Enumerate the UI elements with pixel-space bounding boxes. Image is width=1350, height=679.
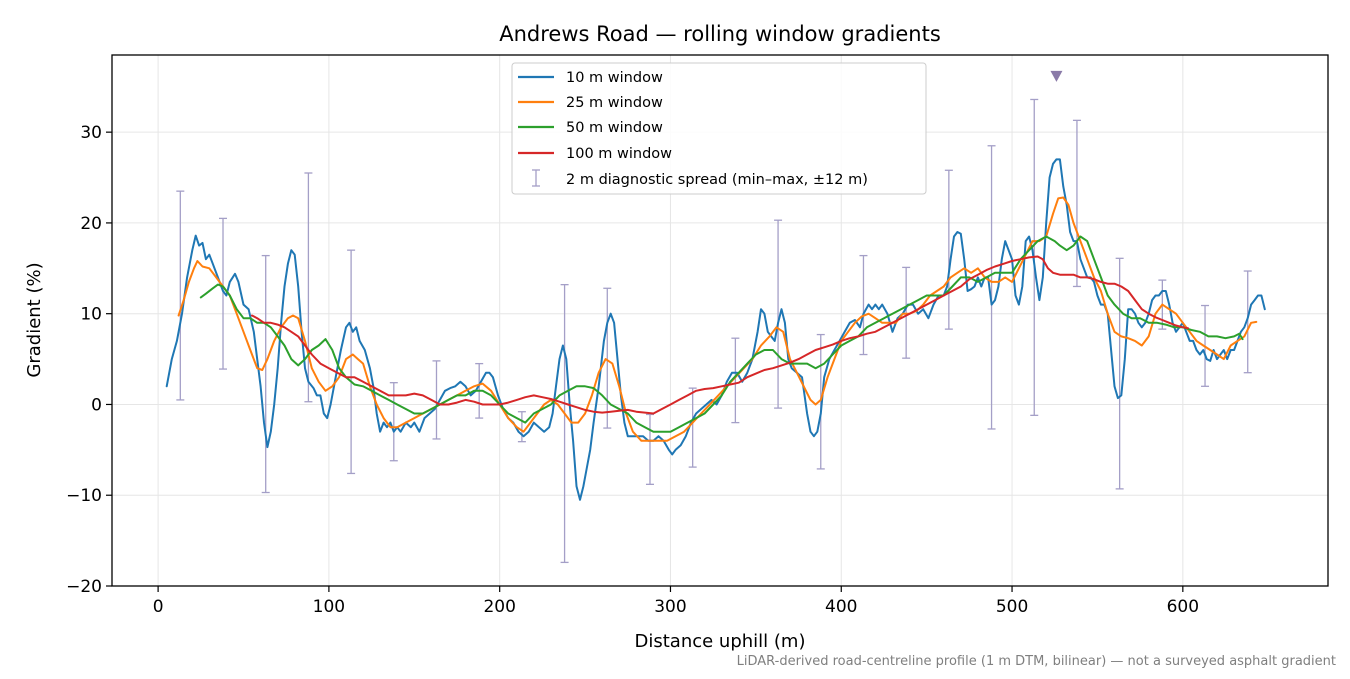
legend: 10 m window 25 m window 50 m window 100 … [511, 62, 927, 195]
spread-errorbar [731, 337, 740, 424]
series-lines-layer [165, 158, 1266, 501]
x-tick-label: 100 [313, 597, 345, 617]
spread-errorbar [987, 145, 996, 430]
y-tick-label: 30 [80, 123, 102, 143]
spread-errorbar [774, 219, 783, 409]
chart-title: Andrews Road — rolling window gradients [499, 22, 941, 46]
y-tick-label: 0 [91, 395, 102, 415]
marker-layer [1050, 70, 1063, 82]
series-line-100m [251, 255, 1189, 415]
legend-swatch-spread [532, 169, 540, 187]
peak-marker [1050, 70, 1063, 82]
y-tick-label: 20 [80, 214, 102, 234]
spread-errorbar [603, 287, 612, 429]
x-tick-label: 200 [483, 597, 515, 617]
footnote: LiDAR-derived road-centreline profile (1… [737, 654, 1336, 669]
y-tick-label: −10 [66, 486, 102, 506]
spread-errorbar [1243, 270, 1252, 374]
x-tick-label: 300 [654, 597, 686, 617]
legend-label-25m: 25 m window [566, 95, 663, 111]
spread-errorbar [347, 249, 356, 475]
legend-box [511, 62, 927, 195]
x-tick-label: 600 [1167, 597, 1199, 617]
legend-label-50m: 50 m window [566, 120, 663, 136]
spread-errorbar [688, 387, 697, 468]
spread-errorbar [560, 283, 569, 564]
y-tick-label: −20 [66, 577, 102, 597]
spread-errorbar [219, 217, 228, 370]
legend-label-10m: 10 m window [566, 70, 663, 86]
spread-errorbar [517, 411, 526, 443]
spread-errorbar [304, 172, 313, 403]
spread-errorbar [1072, 119, 1081, 288]
spread-errorbar [816, 333, 825, 470]
y-axis-label: Gradient (%) [24, 262, 45, 377]
spread-errorbar [432, 360, 441, 440]
plot-frame [111, 54, 1329, 587]
spread-errorbar [176, 190, 185, 401]
spread-errorbar [645, 413, 654, 485]
ticks-layer: 0 100 200 300 400 500 600 −20 −10 0 10 20 30 [66, 123, 1199, 617]
x-tick-label: 400 [825, 597, 857, 617]
spread-errorbar [1115, 257, 1124, 490]
spread-errorbar [389, 382, 398, 462]
x-axis-label: Distance uphill (m) [635, 631, 806, 652]
spread-errorbar [944, 169, 953, 330]
x-tick-label: 0 [153, 597, 164, 617]
spread-errorbar [261, 254, 270, 494]
legend-label-spread: 2 m diagnostic spread (min–max, ±12 m) [566, 172, 868, 188]
y-tick-label: 10 [80, 305, 102, 325]
series-line-10m [165, 158, 1266, 501]
spread-errorbar [859, 254, 868, 356]
series-line-50m [199, 235, 1244, 433]
legend-label-100m: 100 m window [566, 146, 672, 162]
x-tick-label: 500 [996, 597, 1028, 617]
